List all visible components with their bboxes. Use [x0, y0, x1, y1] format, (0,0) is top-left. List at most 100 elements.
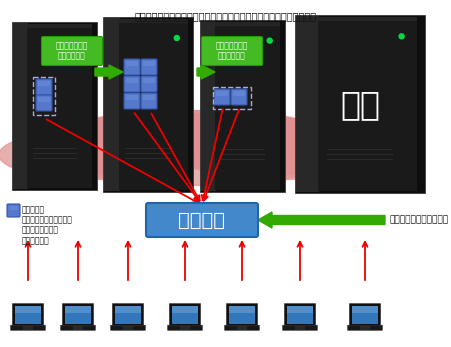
- FancyBboxPatch shape: [112, 304, 143, 326]
- Bar: [212, 87, 250, 109]
- Ellipse shape: [176, 123, 368, 180]
- Ellipse shape: [38, 111, 351, 185]
- Circle shape: [79, 40, 84, 45]
- FancyBboxPatch shape: [167, 325, 202, 330]
- FancyBboxPatch shape: [10, 325, 45, 330]
- Bar: [126, 61, 138, 66]
- Bar: [143, 78, 155, 83]
- Bar: [38, 97, 50, 102]
- FancyBboxPatch shape: [349, 304, 380, 326]
- Bar: [119, 19, 187, 190]
- Bar: [228, 306, 255, 313]
- FancyBboxPatch shape: [41, 36, 102, 66]
- Ellipse shape: [21, 123, 213, 180]
- FancyBboxPatch shape: [123, 326, 133, 329]
- Bar: [119, 19, 187, 23]
- Text: 停止: 停止: [339, 88, 379, 121]
- Bar: [12, 22, 97, 190]
- Bar: [351, 306, 377, 323]
- Bar: [104, 18, 120, 191]
- FancyBboxPatch shape: [237, 326, 246, 329]
- FancyBboxPatch shape: [124, 93, 140, 109]
- FancyBboxPatch shape: [124, 59, 140, 75]
- FancyBboxPatch shape: [359, 326, 369, 329]
- Circle shape: [174, 35, 179, 41]
- Bar: [15, 306, 41, 313]
- Polygon shape: [197, 65, 215, 79]
- FancyBboxPatch shape: [73, 326, 83, 329]
- Ellipse shape: [139, 112, 324, 160]
- Bar: [216, 91, 227, 96]
- Ellipse shape: [65, 112, 250, 160]
- Bar: [199, 20, 285, 192]
- FancyBboxPatch shape: [62, 304, 93, 326]
- FancyBboxPatch shape: [201, 36, 262, 66]
- FancyBboxPatch shape: [60, 325, 95, 330]
- Bar: [286, 306, 313, 323]
- Text: ユーザ通信中にセッションマイグレーションによりサーバ台数を削減: ユーザ通信中にセッションマイグレーションによりサーバ台数を削減: [135, 11, 316, 21]
- FancyBboxPatch shape: [146, 203, 258, 237]
- Bar: [143, 95, 155, 100]
- Ellipse shape: [84, 111, 305, 151]
- Polygon shape: [95, 65, 123, 79]
- Bar: [171, 306, 198, 323]
- Ellipse shape: [23, 119, 163, 157]
- FancyBboxPatch shape: [141, 93, 156, 109]
- FancyBboxPatch shape: [226, 304, 257, 326]
- FancyBboxPatch shape: [141, 59, 156, 75]
- Bar: [126, 95, 138, 100]
- Bar: [64, 306, 91, 323]
- Bar: [143, 61, 155, 66]
- Bar: [286, 306, 313, 313]
- FancyBboxPatch shape: [213, 89, 230, 105]
- Ellipse shape: [250, 133, 390, 177]
- FancyBboxPatch shape: [110, 325, 145, 330]
- Bar: [15, 306, 41, 323]
- Bar: [351, 306, 377, 313]
- Bar: [9, 206, 18, 210]
- Bar: [318, 17, 416, 191]
- FancyBboxPatch shape: [36, 95, 52, 111]
- Bar: [126, 78, 138, 83]
- Bar: [33, 77, 55, 115]
- Text: セッション
（ユーザが視聴している
コンテンツ情報と
通信の情報）: セッション （ユーザが視聴している コンテンツ情報と 通信の情報）: [22, 205, 73, 245]
- FancyBboxPatch shape: [230, 89, 246, 105]
- FancyBboxPatch shape: [295, 326, 304, 329]
- FancyBboxPatch shape: [169, 304, 200, 326]
- Bar: [215, 22, 279, 26]
- Text: ユーザ通信開始時に制御: ユーザ通信開始時に制御: [389, 215, 448, 225]
- Ellipse shape: [0, 133, 139, 177]
- Bar: [201, 21, 216, 191]
- Text: セッションマイ
グレーション: セッションマイ グレーション: [55, 41, 88, 61]
- Bar: [295, 15, 424, 193]
- Bar: [171, 306, 198, 313]
- Bar: [103, 17, 193, 192]
- Ellipse shape: [226, 119, 366, 157]
- Bar: [295, 16, 319, 192]
- Circle shape: [398, 34, 403, 39]
- Text: セッションマイ
グレーション: セッションマイ グレーション: [215, 41, 248, 61]
- FancyBboxPatch shape: [284, 304, 315, 326]
- FancyBboxPatch shape: [180, 326, 189, 329]
- Bar: [115, 306, 141, 323]
- FancyBboxPatch shape: [12, 304, 43, 326]
- Bar: [215, 22, 279, 190]
- Bar: [318, 17, 416, 21]
- Bar: [64, 306, 91, 313]
- Text: 状態推定: 状態推定: [178, 211, 225, 229]
- Bar: [232, 91, 244, 96]
- FancyBboxPatch shape: [141, 76, 156, 92]
- FancyBboxPatch shape: [7, 204, 20, 217]
- FancyBboxPatch shape: [124, 76, 140, 92]
- Polygon shape: [258, 212, 384, 228]
- Bar: [115, 306, 141, 313]
- Circle shape: [267, 38, 272, 43]
- Bar: [228, 306, 255, 323]
- FancyBboxPatch shape: [23, 326, 32, 329]
- FancyBboxPatch shape: [347, 325, 382, 330]
- Bar: [13, 23, 28, 189]
- FancyBboxPatch shape: [224, 325, 259, 330]
- Bar: [38, 81, 50, 86]
- Bar: [27, 24, 92, 188]
- FancyBboxPatch shape: [282, 325, 317, 330]
